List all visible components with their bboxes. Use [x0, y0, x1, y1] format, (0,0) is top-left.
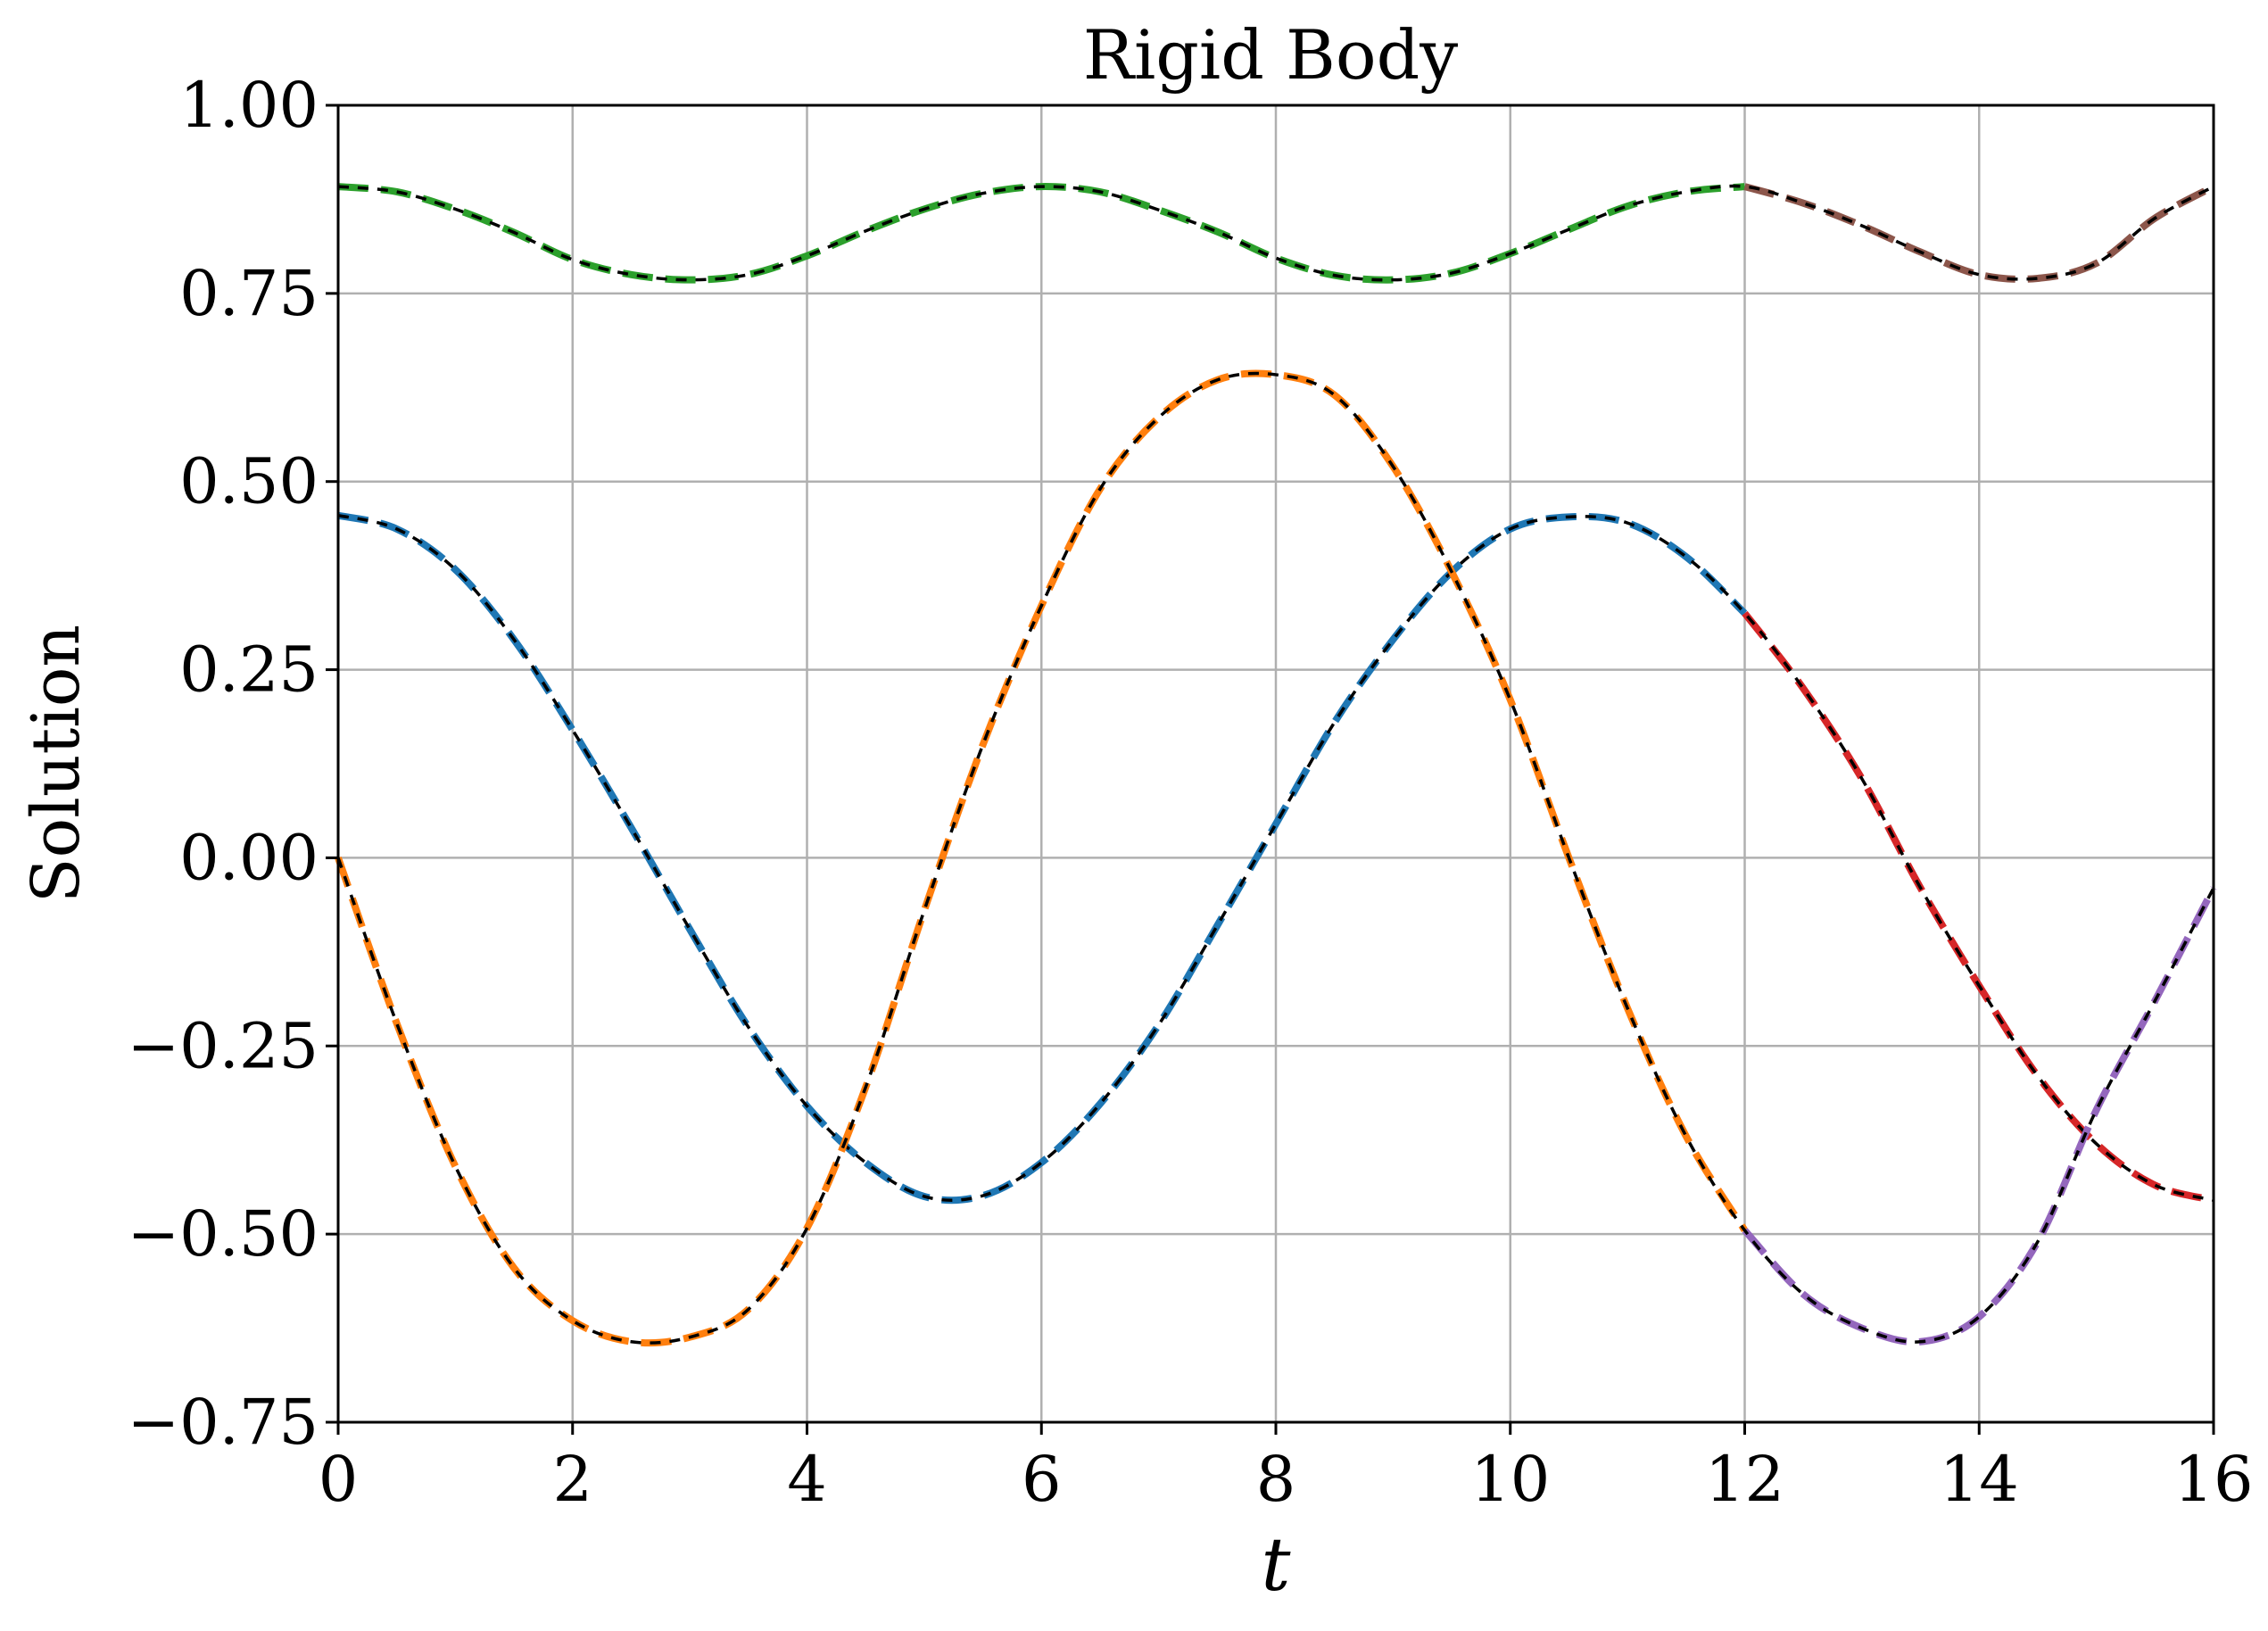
- x-tick-label: 0: [319, 1443, 359, 1516]
- x-tick-label: 12: [1705, 1443, 1784, 1516]
- x-tick-label: 8: [1256, 1443, 1296, 1516]
- y-tick-label: 0.75: [179, 257, 319, 330]
- series-2: [335, 369, 2217, 1347]
- x-tick-label: 10: [1470, 1443, 1550, 1516]
- y-tick-label: −0.75: [127, 1386, 319, 1459]
- y-tick-label: 1.00: [179, 69, 319, 142]
- x-tick-label: 16: [2173, 1443, 2253, 1516]
- chart-title: Rigid Body: [1083, 15, 1459, 95]
- series-1-line-t0-12: [337, 511, 1748, 1205]
- y-tick-label: 0.50: [179, 445, 319, 518]
- series-3: [337, 183, 2215, 284]
- y-tick-label: 0.25: [179, 633, 319, 707]
- x-tick-label: 4: [787, 1443, 827, 1516]
- y-tick-label: −0.25: [127, 1009, 319, 1082]
- axis-ticks: 0 2 4 6 8 10 12 14 16 −0.75 −0.50 −0.25 0.00 0.25 0.50…: [127, 69, 2253, 1516]
- y-tick-label: 0.00: [179, 821, 319, 894]
- y-axis-label: Solution: [18, 625, 95, 903]
- series-1: [337, 511, 2214, 1205]
- y-tick-label: −0.50: [127, 1197, 319, 1271]
- x-tick-label: 2: [552, 1443, 592, 1516]
- x-tick-label: 14: [1940, 1443, 2019, 1516]
- x-tick-label: 6: [1022, 1443, 1062, 1516]
- series-lines: [335, 183, 2217, 1347]
- x-axis-label: t: [1262, 1523, 1292, 1608]
